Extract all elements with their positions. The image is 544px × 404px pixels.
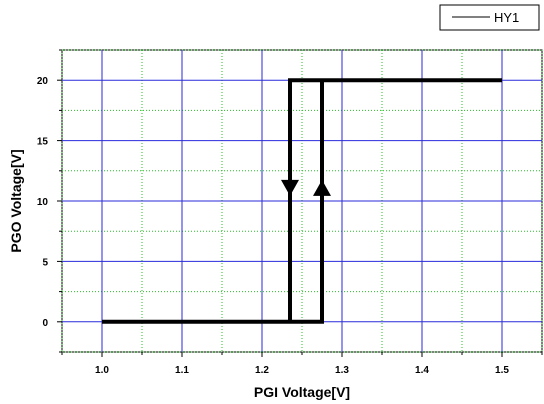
x-tick-label: 1.2 (255, 365, 269, 376)
x-tick-label: 1.4 (415, 365, 429, 376)
x-tick-label: 1.3 (335, 365, 349, 376)
y-tick-label: 0 (42, 318, 48, 329)
x-tick-label: 1.1 (175, 365, 189, 376)
plot-area: 1.0 1.1 1.2 1.3 1.4 1.5 0 5 10 15 20 (37, 49, 543, 376)
y-tick-label: 20 (37, 76, 49, 87)
series-line-hy1 (102, 78, 502, 324)
arrow-up-marker (313, 179, 331, 196)
x-axis-title: PGI Voltage[V] (254, 384, 350, 400)
y-tick-label: 5 (42, 257, 48, 268)
y-axis-title: PGO Voltage[V] (8, 149, 24, 252)
x-tick-label: 1.5 (495, 365, 509, 376)
legend-label: HY1 (494, 10, 519, 25)
y-tick-label: 15 (37, 137, 49, 148)
y-tick-label: 10 (37, 197, 49, 208)
arrow-down-marker (281, 179, 299, 196)
legend: HY1 (439, 4, 540, 31)
x-tick-label: 1.0 (95, 365, 109, 376)
